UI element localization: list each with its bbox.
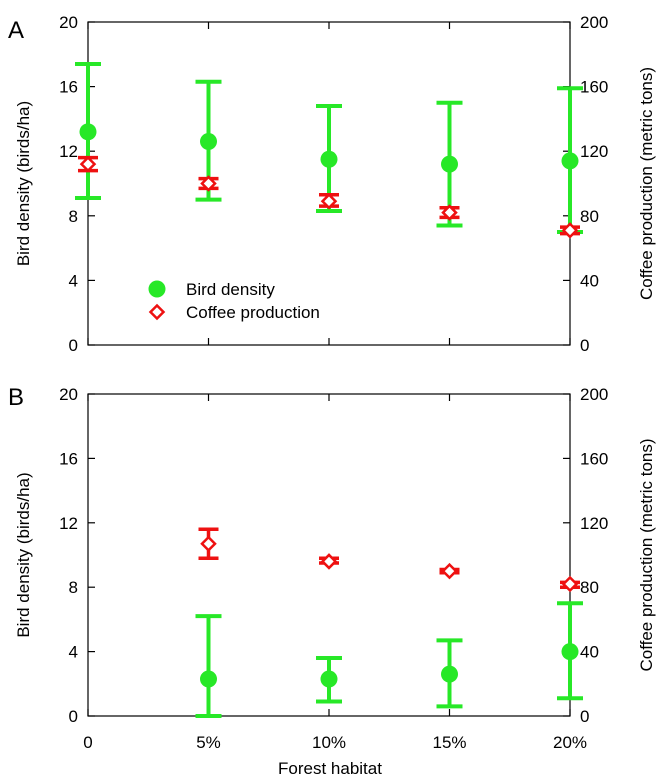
legend-bird-density-label: Bird density xyxy=(186,280,275,299)
legend-coffee-production-label: Coffee production xyxy=(186,303,320,322)
legend: Bird density Coffee production xyxy=(148,280,320,322)
left-axis-label: Bird density (birds/ha) xyxy=(14,472,33,637)
right-tick-label: 200 xyxy=(580,13,608,32)
bird-density-point xyxy=(441,155,458,173)
coffee-production-point xyxy=(200,535,217,552)
bird-density-point xyxy=(200,670,217,688)
left-tick-label: 12 xyxy=(59,142,78,161)
bird-density-point xyxy=(320,150,338,168)
panel-letter: A xyxy=(8,17,24,44)
legend-coffee-production-marker xyxy=(148,303,166,321)
bird-density-point xyxy=(320,670,338,688)
legend-bird-density-marker xyxy=(148,280,166,298)
right-tick-label: 160 xyxy=(580,449,608,468)
left-tick-label: 16 xyxy=(59,449,78,468)
right-tick-label: 80 xyxy=(580,578,599,597)
left-tick-label: 0 xyxy=(69,707,78,726)
right-tick-label: 80 xyxy=(580,207,599,226)
left-axis-label: Bird density (birds/ha) xyxy=(14,101,33,266)
left-tick-label: 4 xyxy=(69,643,78,662)
left-tick-label: 16 xyxy=(59,78,78,97)
x-tick-label: 10% xyxy=(312,733,346,752)
right-axis-label: Coffee production (metric tons) xyxy=(637,67,656,300)
bird-density-point xyxy=(200,133,217,151)
right-tick-label: 0 xyxy=(580,336,589,355)
left-tick-label: 4 xyxy=(69,271,78,290)
right-tick-label: 40 xyxy=(580,271,599,290)
x-axis-tick-labels: 0 5% 10% 15% 20% xyxy=(83,733,587,752)
left-tick-label: 8 xyxy=(69,578,78,597)
x-tick-label: 5% xyxy=(196,733,221,752)
coffee-production-point xyxy=(561,575,579,593)
coffee-production-point xyxy=(320,553,338,570)
left-tick-label: 0 xyxy=(69,336,78,355)
right-tick-label: 0 xyxy=(580,707,589,726)
right-tick-label: 120 xyxy=(580,514,608,533)
left-tick-label: 20 xyxy=(59,13,78,32)
left-tick-label: 12 xyxy=(59,514,78,533)
x-axis-label: Forest habitat xyxy=(278,759,382,778)
right-tick-label: 120 xyxy=(580,142,608,161)
right-axis-label: Coffee production (metric tons) xyxy=(637,438,656,671)
coffee-production-point xyxy=(79,155,97,173)
coffee-production-point xyxy=(320,192,338,210)
right-tick-label: 200 xyxy=(580,385,608,404)
panel-letter: B xyxy=(8,384,24,411)
bird-density-point xyxy=(561,643,579,661)
bird-density-point xyxy=(561,152,579,170)
coffee-production-point xyxy=(441,562,458,580)
left-tick-label: 20 xyxy=(59,385,78,404)
left-tick-label: 8 xyxy=(69,207,78,226)
coffee-production-point xyxy=(441,204,458,221)
bird-density-point xyxy=(441,665,458,683)
right-tick-label: 160 xyxy=(580,78,608,97)
x-tick-label: 20% xyxy=(553,733,587,752)
bird-density-point xyxy=(79,123,97,141)
x-tick-label: 15% xyxy=(432,733,466,752)
right-tick-label: 40 xyxy=(580,643,599,662)
coffee-production-point xyxy=(561,222,579,239)
coffee-production-point xyxy=(200,175,217,192)
x-tick-label: 0 xyxy=(83,733,92,752)
